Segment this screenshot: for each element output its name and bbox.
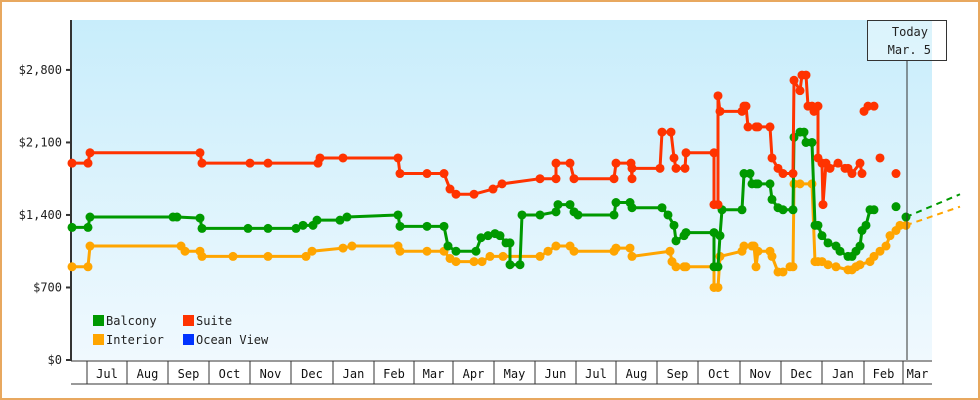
x-month-label: Jun	[545, 367, 567, 381]
series-suite	[67, 70, 901, 210]
legend-label: Ocean View	[196, 333, 269, 347]
series-interior	[67, 179, 911, 292]
series-lines	[67, 70, 911, 292]
projection-lines	[905, 193, 961, 227]
x-month-label: Nov	[260, 367, 282, 381]
x-month-label: Nov	[750, 367, 772, 381]
legend-item-interior: Interior	[93, 333, 164, 347]
legend-label: Balcony	[106, 314, 157, 328]
x-month-label: Aug	[626, 367, 648, 381]
x-month-label: May	[504, 367, 526, 381]
legend: Balcony Suite Interior Ocean View	[93, 314, 269, 347]
legend-swatch	[183, 334, 194, 345]
x-month-label: Mar	[423, 367, 445, 381]
x-month-label: Jul	[585, 367, 607, 381]
today-label: Today	[892, 25, 928, 39]
today-marker: Today Mar. 5	[867, 20, 947, 360]
x-month-label: Feb	[383, 367, 405, 381]
legend-label: Interior	[106, 333, 164, 347]
y-tick-label: $2,800	[19, 63, 62, 77]
x-month-label: Dec	[301, 367, 323, 381]
x-month-label: Jul	[96, 367, 118, 381]
today-date: Mar. 5	[888, 43, 931, 57]
y-tick-label: $700	[33, 280, 62, 294]
x-month-label: Jan	[343, 367, 365, 381]
plot-area	[72, 20, 932, 360]
x-month-label: Oct	[708, 367, 730, 381]
today-box	[867, 20, 947, 61]
x-month-label: Sep	[178, 367, 200, 381]
legend-item-suite: Suite	[183, 314, 232, 328]
legend-swatch	[183, 315, 194, 326]
y-tick-label: $2,100	[19, 135, 62, 149]
x-month-label: Aug	[137, 367, 159, 381]
y-tick-label: $0	[48, 353, 62, 367]
x-month-label: Sep	[667, 367, 689, 381]
series-balcony	[67, 127, 911, 272]
x-month-label: Apr	[463, 367, 485, 381]
x-month-label: Dec	[791, 367, 813, 381]
legend-item-balcony: Balcony	[93, 314, 157, 328]
y-axis: $0 $700 $1,400 $2,100 $2,800	[19, 20, 72, 367]
x-month-label: Jan	[832, 367, 854, 381]
y-tick-label: $1,400	[19, 208, 62, 222]
x-axis: Jul Aug Sep Oct Nov Dec Jan Feb Mar Apr May Jun Jul A…	[71, 360, 932, 385]
x-month-label: Feb	[873, 367, 895, 381]
legend-label: Suite	[196, 314, 232, 328]
x-month-label: Mar	[907, 367, 929, 381]
x-month-label: Oct	[219, 367, 241, 381]
legend-swatch	[93, 315, 104, 326]
legend-swatch	[93, 334, 104, 345]
legend-item-ocean-view: Ocean View	[183, 333, 269, 347]
